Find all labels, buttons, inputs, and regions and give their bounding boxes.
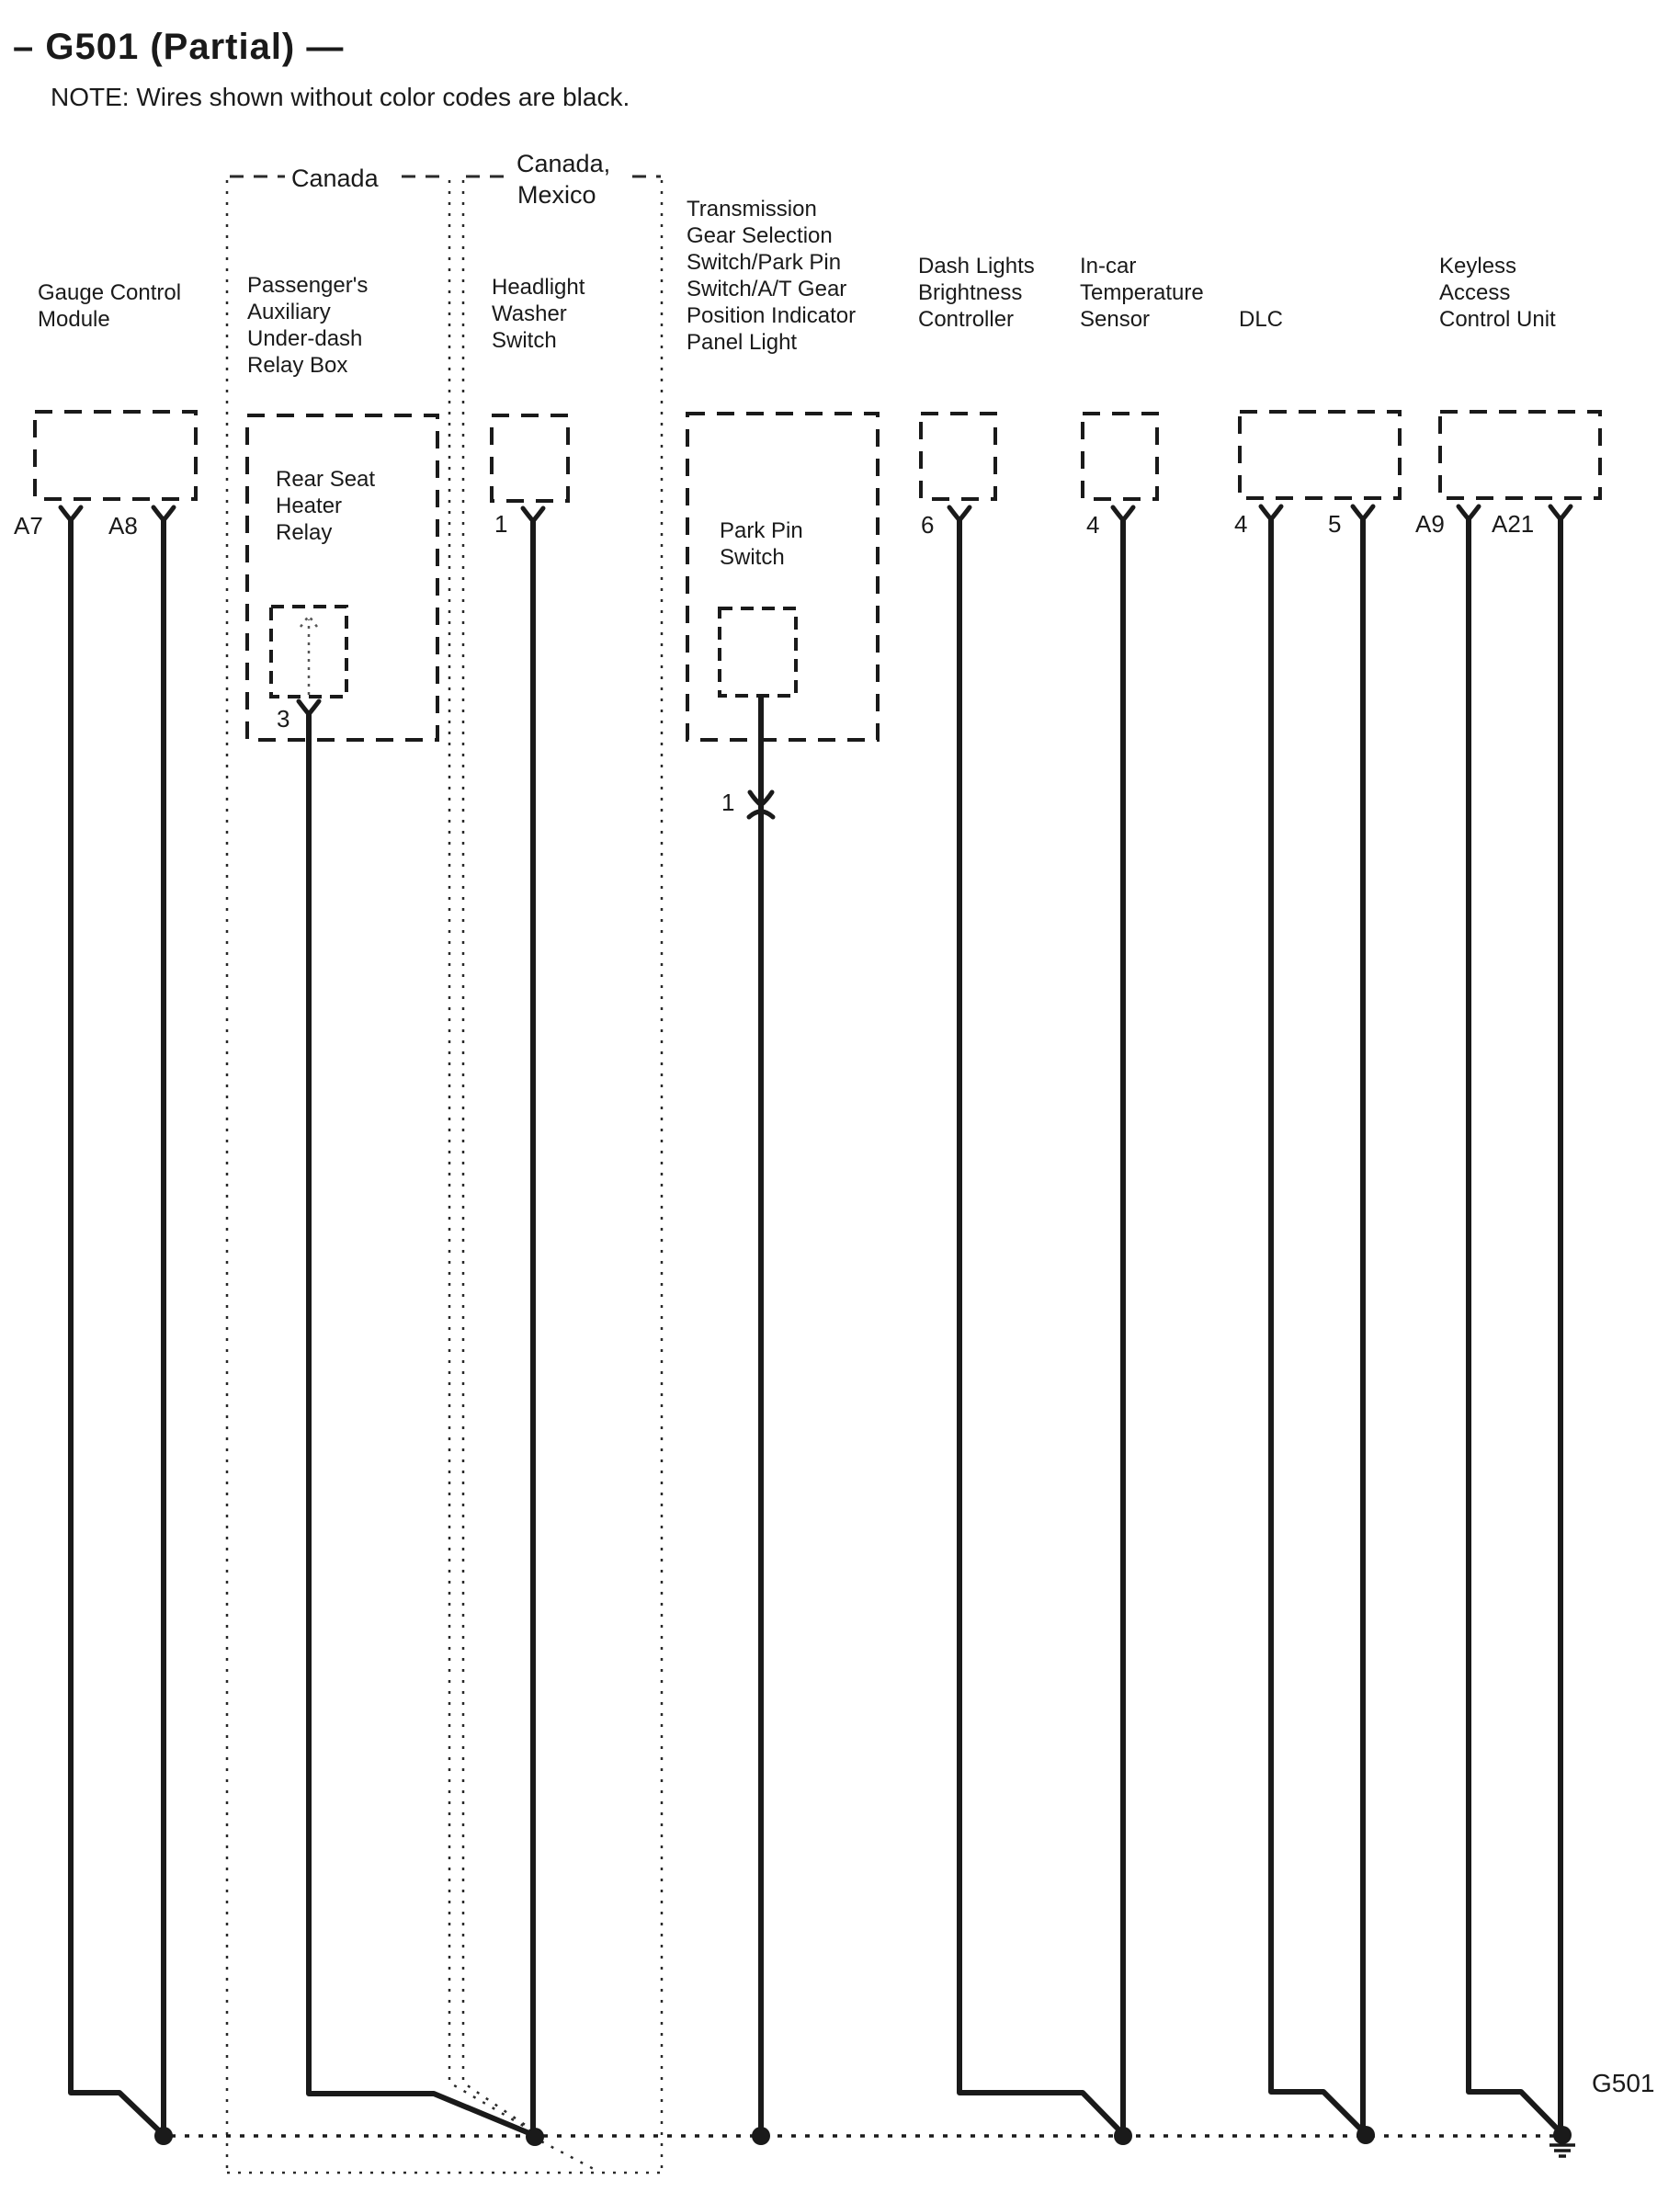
component-label-line: Dash Lights <box>918 254 1035 278</box>
component-label-line: Controller <box>918 307 1014 332</box>
pin-label-a7: A7 <box>14 512 43 539</box>
component-label-line: Washer <box>492 301 567 326</box>
component-label-line: Position Indicator <box>687 303 856 328</box>
ground-junction-dot <box>1553 2126 1572 2144</box>
pin-label-a9: A9 <box>1415 510 1445 538</box>
component-in-car-temperature-sensor: In-car Temperature Sensor 4 <box>1080 254 1204 2134</box>
pin-label-1: 1 <box>721 789 734 816</box>
wire-pin6 <box>957 517 1127 2138</box>
component-dash-lights-brightness-controller: Dash Lights Brightness Controller 6 <box>918 254 1127 2138</box>
diagram-note: NOTE: Wires shown without color codes ar… <box>51 83 630 111</box>
component-label-line: Under-dash <box>247 326 362 351</box>
connector-box <box>1238 410 1402 500</box>
component-keyless-access-control-unit: Keyless Access Control Unit A9 A21 <box>1415 254 1602 2137</box>
region-label-canada-mexico-line: Mexico <box>517 181 596 209</box>
wire-dlc-4 <box>1268 517 1368 2137</box>
wire-keyless-a9 <box>1466 517 1565 2137</box>
pin-label-5: 5 <box>1328 510 1341 538</box>
component-label-line: Headlight <box>492 275 585 300</box>
pin-label-a21: A21 <box>1492 510 1534 538</box>
component-label-line: Access <box>1439 280 1510 305</box>
ground-junction-dot <box>752 2127 770 2145</box>
component-label-line: Passenger's <box>247 273 368 298</box>
component-transmission-gear-selection-switch: Transmission Gear Selection Switch/Park … <box>686 197 880 2134</box>
relay-coil-box <box>269 605 348 698</box>
region-border-line <box>448 180 532 2132</box>
sub-component-label-line: Park Pin <box>720 518 803 543</box>
component-label-line: Panel Light <box>687 330 797 355</box>
pin-label-a8: A8 <box>108 512 138 539</box>
ground-junction-dot <box>1356 2126 1375 2144</box>
component-label-line: Switch/Park Pin <box>687 250 841 275</box>
component-label-line: Switch/A/T Gear <box>687 277 846 301</box>
sub-component-label-line: Rear Seat <box>276 467 375 492</box>
component-label-line: DLC <box>1239 307 1283 332</box>
pin-label-3: 3 <box>277 705 289 732</box>
connector-box <box>33 410 198 501</box>
ground-bus-g501: G501 <box>154 2069 1655 2158</box>
park-pin-switch-box <box>718 607 798 698</box>
component-label-line: Temperature <box>1080 280 1204 305</box>
diagram-title: – G501 (Partial) — <box>13 27 344 67</box>
component-headlight-washer-switch: Headlight Washer Switch 1 <box>490 275 585 2134</box>
ground-label-g501: G501 <box>1592 2069 1655 2097</box>
sub-component-label-line: Switch <box>720 545 785 570</box>
component-label-line: Keyless <box>1439 254 1516 278</box>
component-passengers-auxiliary-under-dash-relay-box: Passenger's Auxiliary Under-dash Relay B… <box>245 273 538 2139</box>
component-label-line: Gear Selection <box>687 223 833 248</box>
component-label-line: Transmission <box>687 197 817 221</box>
component-label-line: Auxiliary <box>247 300 331 324</box>
wire-a7 <box>68 517 166 2138</box>
component-label-line: Brightness <box>918 280 1022 305</box>
component-label-line: Switch <box>492 328 557 353</box>
ground-junction-dot <box>1114 2127 1132 2145</box>
component-label-line: Relay Box <box>247 353 347 378</box>
connector-box <box>1438 410 1602 500</box>
component-gauge-control-module: Gauge Control Module A7 A8 <box>14 280 198 2138</box>
connector-box <box>919 412 997 501</box>
region-canada-mexico-boundary: Canada, Mexico <box>461 150 664 2171</box>
switch-box-outline <box>686 412 880 742</box>
region-label-canada-mexico-line: Canada, <box>516 150 610 177</box>
component-label-line: Module <box>38 307 110 332</box>
region-canada-boundary: Canada <box>225 165 662 2175</box>
wire-pin3 <box>306 711 538 2139</box>
sub-component-label-line: Relay <box>276 520 332 545</box>
sub-component-label-line: Heater <box>276 494 342 518</box>
ground-symbol-icon <box>1549 2143 1575 2158</box>
component-label-line: Control Unit <box>1439 307 1556 332</box>
relay-box-outline <box>245 414 439 742</box>
region-label-canada: Canada <box>291 165 380 192</box>
ground-junction-dot <box>154 2127 173 2145</box>
ground-junction-dot <box>526 2128 544 2146</box>
component-label-line: In-car <box>1080 254 1136 278</box>
region-border-line <box>461 180 537 2134</box>
component-label-line: Sensor <box>1080 307 1150 332</box>
component-dlc: DLC 4 5 <box>1234 307 1402 2137</box>
relay-coil-arrow-icon <box>300 613 318 628</box>
region-border-line <box>540 2140 595 2171</box>
pin-label-1: 1 <box>494 510 507 538</box>
pin-label-6: 6 <box>921 511 934 539</box>
pin-label-4: 4 <box>1086 511 1099 539</box>
connector-box <box>490 414 570 503</box>
pin-label-4: 4 <box>1234 510 1247 538</box>
connector-box <box>1081 412 1159 501</box>
component-label-line: Gauge Control <box>38 280 181 305</box>
